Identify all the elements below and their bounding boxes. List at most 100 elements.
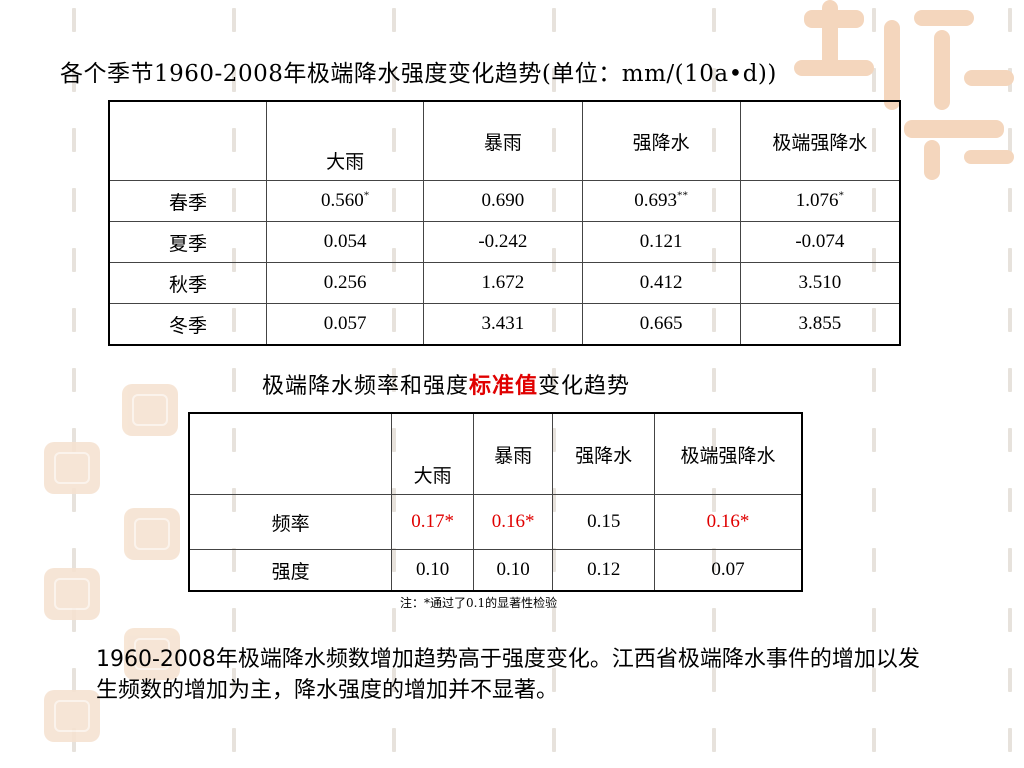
title2-prefix: 极端降水频率和强度 xyxy=(262,374,470,399)
dash-mark xyxy=(72,548,76,572)
table-cell: 1.672 xyxy=(423,262,583,304)
dash-mark xyxy=(392,8,396,32)
table-cell: 0.17* xyxy=(391,494,474,550)
table-cell: 0.16* xyxy=(472,494,554,550)
dash-column xyxy=(72,0,78,768)
dash-mark xyxy=(712,8,716,32)
dash-mark xyxy=(392,608,396,632)
dash-mark xyxy=(712,668,716,692)
table-row: 强度 0.10 0.10 0.12 0.07 xyxy=(188,549,803,592)
table-cell: 0.054 xyxy=(266,221,425,263)
table-cell: 0.560* xyxy=(266,180,425,222)
dash-mark xyxy=(552,728,556,752)
dash-mark xyxy=(1008,308,1012,332)
season-label: 春季 xyxy=(108,180,268,222)
dash-mark xyxy=(232,668,236,692)
table-cell: 0.057 xyxy=(266,303,425,346)
corner-seal-decoration xyxy=(774,0,1024,190)
row-label-frequency: 频率 xyxy=(188,494,393,550)
dash-mark xyxy=(552,608,556,632)
season-label: 夏季 xyxy=(108,221,268,263)
title2-suffix: 变化趋势 xyxy=(538,374,631,399)
dash-mark xyxy=(1008,368,1012,392)
dash-mark xyxy=(872,668,876,692)
dash-mark xyxy=(72,188,76,212)
dash-mark xyxy=(872,428,876,452)
seasonal-trend-table: 大雨 暴雨 强降水 极端强降水 春季 0.560* 0.690 0.693** … xyxy=(108,100,901,346)
table2-header-empty xyxy=(188,412,393,495)
seal-stamp-decoration xyxy=(122,384,178,436)
dash-mark xyxy=(552,368,556,392)
dash-mark xyxy=(552,8,556,32)
table2-header-extreme-precip: 极端强降水 xyxy=(654,412,803,495)
table-cell: 0.10 xyxy=(391,549,474,592)
table2-header-heavy-rain: 大雨 xyxy=(391,412,474,495)
dash-mark xyxy=(1008,548,1012,572)
dash-mark xyxy=(872,608,876,632)
dash-mark xyxy=(392,728,396,752)
table-cell: 0.121 xyxy=(581,221,741,263)
dash-mark xyxy=(872,368,876,392)
table1-header-extreme-precip: 极端强降水 xyxy=(739,100,901,181)
seal-stamp-decoration xyxy=(44,690,100,742)
table1-header-rainstorm: 暴雨 xyxy=(423,100,583,181)
dash-mark xyxy=(1008,8,1012,32)
table-row: 春季 0.560* 0.690 0.693** 1.076* xyxy=(108,180,901,222)
dash-mark xyxy=(392,368,396,392)
seal-stamp-decoration xyxy=(124,628,180,680)
season-label: 秋季 xyxy=(108,262,268,304)
standardized-trend-table: 大雨 暴雨 强降水 极端强降水 频率 0.17* 0.16* 0.15 0.16… xyxy=(188,412,803,592)
dash-mark xyxy=(72,128,76,152)
dash-mark xyxy=(72,248,76,272)
dash-mark xyxy=(552,68,556,92)
dash-mark xyxy=(232,728,236,752)
table-cell: 3.855 xyxy=(739,303,901,346)
title2-highlight: 标准值 xyxy=(469,373,539,399)
table-row: 频率 0.17* 0.16* 0.15 0.16* xyxy=(188,494,803,550)
dash-mark xyxy=(232,8,236,32)
dash-mark xyxy=(712,728,716,752)
dash-mark xyxy=(712,608,716,632)
dash-mark xyxy=(392,668,396,692)
table-cell: 0.12 xyxy=(552,549,656,592)
dash-mark xyxy=(1008,428,1012,452)
table-cell: 0.15 xyxy=(552,494,656,550)
dash-mark xyxy=(232,68,236,92)
table-cell: 0.16* xyxy=(654,494,803,550)
dash-mark xyxy=(1008,128,1012,152)
dash-mark xyxy=(872,548,876,572)
table-cell: -0.074 xyxy=(739,221,901,263)
dash-mark xyxy=(1008,728,1012,752)
table-cell: 0.10 xyxy=(472,549,554,592)
table-row: 冬季 0.057 3.431 0.665 3.855 xyxy=(108,303,901,346)
table1-title: 各个季节1960-2008年极端降水强度变化趋势(单位：mm/(10a•d)) xyxy=(60,61,777,87)
table-cell: 0.665 xyxy=(581,303,741,346)
dash-mark xyxy=(872,68,876,92)
table-cell: 0.256 xyxy=(266,262,425,304)
table-cell: 0.693** xyxy=(581,180,741,222)
season-label: 冬季 xyxy=(108,303,268,346)
table-cell: 0.07 xyxy=(654,549,803,592)
table2-title: 极端降水频率和强度标准值变化趋势 xyxy=(262,368,630,400)
dash-mark xyxy=(1008,608,1012,632)
dash-mark xyxy=(232,368,236,392)
dash-mark xyxy=(72,488,76,512)
seal-stamp-decoration xyxy=(124,508,180,560)
dash-mark xyxy=(1008,248,1012,272)
table-cell: 0.690 xyxy=(423,180,583,222)
table2-header-strong-precip: 强降水 xyxy=(552,412,656,495)
dash-mark xyxy=(72,428,76,452)
table1-header-empty xyxy=(108,100,268,181)
dash-mark xyxy=(712,368,716,392)
table1-header-strong-precip: 强降水 xyxy=(581,100,741,181)
table1-header-heavy-rain: 大雨 xyxy=(266,100,425,181)
dash-mark xyxy=(72,68,76,92)
dash-mark xyxy=(872,728,876,752)
dash-mark xyxy=(72,668,76,692)
table-cell: 3.510 xyxy=(739,262,901,304)
table-cell: 1.076* xyxy=(739,180,901,222)
dash-mark xyxy=(872,8,876,32)
dash-mark xyxy=(72,368,76,392)
dash-mark xyxy=(712,68,716,92)
dash-mark xyxy=(72,608,76,632)
